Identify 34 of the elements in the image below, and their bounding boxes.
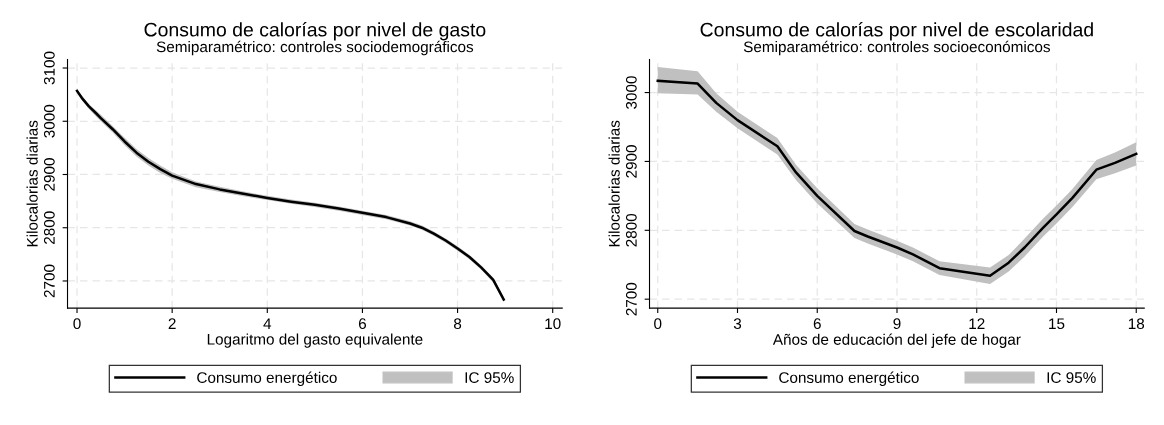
x-tick-label: 6 [813,318,821,330]
x-axis-title: Años de educación del jefe de hogar [772,333,1021,348]
x-tick-label: 0 [654,318,662,330]
y-tick-label: 3100 [43,51,55,85]
legend-label: Consumo energético [779,371,919,387]
y-axis-title: Kilocalorias diarias [608,120,620,247]
chart-subtitle: Semiparamétrico: controles socioeconómicos [743,40,1051,56]
x-tick-label: 0 [73,318,81,330]
y-tick-label: 2800 [43,211,55,244]
y-axis-title: Kilocalorias diarias [26,120,38,247]
x-tick-label: 8 [453,318,462,330]
x-tick-label: 12 [969,318,985,329]
x-tick-label: 10 [545,318,561,330]
x-tick-label: 15 [1049,318,1065,330]
text: IC 95% [1047,372,1096,383]
y-tick-label: 2700 [43,264,55,298]
x-tick-label: 2 [168,318,176,329]
y-tick-label: 2700 [625,282,637,316]
x-tick-label: 4 [263,318,272,329]
x-tick-label: 3 [733,318,742,330]
x-tick-label: 18 [1128,318,1145,330]
chart-subtitle: Semiparamétrico: controles sociodemográficos [156,40,474,56]
legend-label: Consumo energético [197,371,337,387]
x-axis-title: Logaritmo del gasto equivalente [207,333,423,348]
y-tick-label: 2800 [625,213,637,247]
chart-title: Consumo de calorías por nivel de escolaridad [700,22,1093,41]
y-tick-label: 3000 [43,104,55,138]
x-tick-label: 6 [358,318,367,330]
y-tick-label: 3000 [625,76,637,109]
y-tick-label: 2900 [43,158,55,191]
x-tick-label: 9 [893,318,901,330]
y-tick-label: 2900 [625,145,637,178]
text: IC 95% [465,372,514,383]
chart-title: Consumo de calorías por nivel de gasto [144,22,486,41]
